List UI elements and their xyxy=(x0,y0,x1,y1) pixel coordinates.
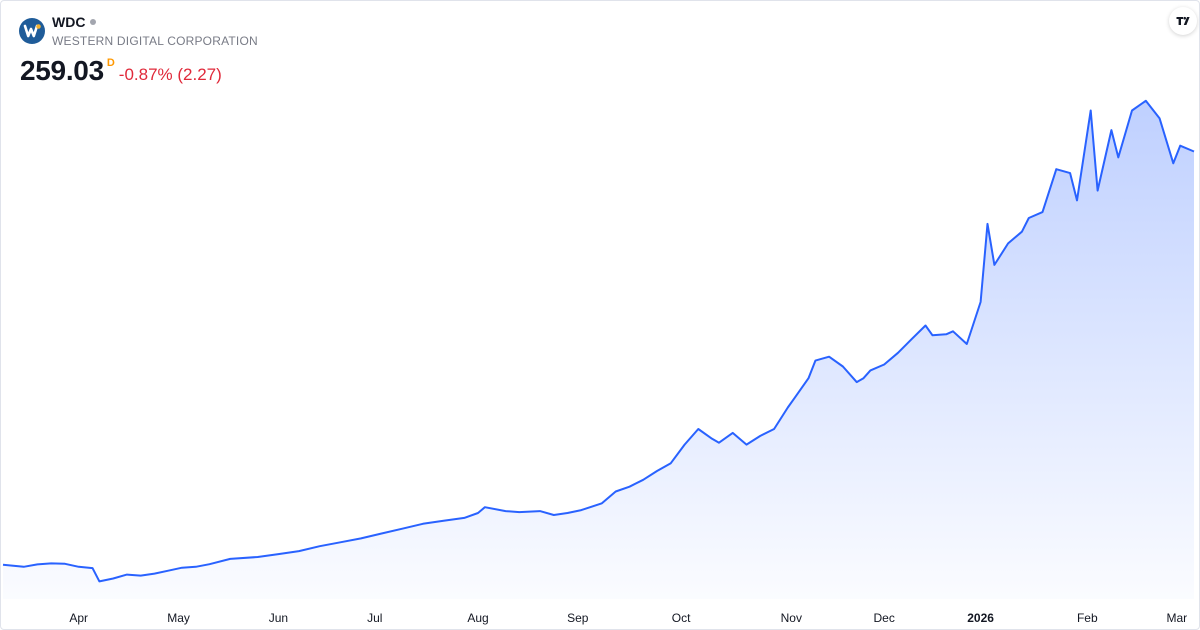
x-tick-label: Jul xyxy=(367,611,382,625)
western-digital-logo-icon[interactable] xyxy=(19,18,45,44)
x-tick-label: 2026 xyxy=(967,611,994,625)
x-tick-label: Nov xyxy=(781,611,802,625)
tradingview-logo-icon[interactable] xyxy=(1169,7,1197,35)
market-status-dot xyxy=(90,19,97,25)
last-price: 259.03 xyxy=(20,55,104,86)
x-tick-label: Sep xyxy=(567,611,589,625)
company-name: WESTERN DIGITAL CORPORATION xyxy=(52,34,258,48)
x-tick-label: Jun xyxy=(269,611,288,625)
x-tick-label: Aug xyxy=(467,611,488,625)
ticker-symbol[interactable]: WDC xyxy=(52,14,86,30)
x-axis: Apr May Jun Jul Aug Sep Oct Nov Dec 2026 Feb Mar xyxy=(69,611,1187,625)
x-tick-label: Dec xyxy=(874,611,895,625)
x-tick-label: Mar xyxy=(1166,611,1187,625)
period-badge: D xyxy=(106,57,115,69)
x-tick-label: May xyxy=(167,611,190,625)
price-change: -0.87% (2.27) xyxy=(118,65,222,84)
x-tick-label: Apr xyxy=(69,611,88,625)
series-area-fill xyxy=(3,100,1194,600)
x-tick-label: Oct xyxy=(672,611,691,625)
series-line xyxy=(2,99,1195,583)
x-tick-label: Feb xyxy=(1077,611,1098,625)
